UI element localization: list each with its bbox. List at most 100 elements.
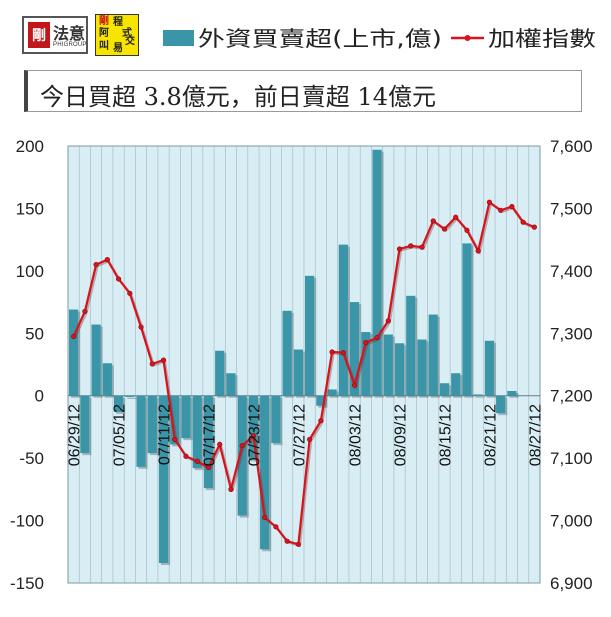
left-tick-label: 0 bbox=[35, 387, 44, 406]
bar bbox=[170, 395, 180, 445]
index-point bbox=[239, 443, 245, 449]
logo-b-char: 阿 bbox=[99, 28, 109, 39]
index-point bbox=[250, 433, 257, 439]
left-tick-label: -50 bbox=[19, 449, 44, 468]
legend: 外資買賣超(上市,億) 加權指數 bbox=[163, 27, 596, 51]
x-tick-label: 07/27/12 bbox=[291, 404, 308, 466]
legend-line-dot bbox=[464, 35, 471, 41]
index-point bbox=[295, 541, 301, 547]
bar bbox=[417, 339, 427, 396]
index-point bbox=[340, 350, 346, 356]
bar bbox=[102, 363, 112, 396]
bar bbox=[316, 395, 326, 406]
logo-b-char: 式 bbox=[122, 28, 132, 39]
index-point bbox=[194, 458, 200, 464]
left-tick-label: 50 bbox=[25, 324, 44, 343]
bar bbox=[80, 395, 90, 454]
x-tick-label: 07/05/12 bbox=[112, 404, 129, 466]
index-point bbox=[453, 214, 459, 220]
bar bbox=[113, 395, 124, 412]
right-tick-label: 7,400 bbox=[550, 262, 593, 281]
x-tick-label: 08/27/12 bbox=[527, 404, 544, 466]
index-point bbox=[520, 219, 526, 225]
summary-banner: 今日買超 3.8億元，前日賣超 14億元 bbox=[24, 70, 582, 112]
bar bbox=[248, 395, 259, 460]
bar bbox=[237, 395, 247, 516]
bar bbox=[215, 350, 225, 396]
left-tick-label: -150 bbox=[10, 574, 44, 593]
bar bbox=[349, 302, 360, 396]
right-tick-label: 7,000 bbox=[550, 512, 593, 531]
index-point bbox=[160, 357, 167, 363]
bar bbox=[158, 395, 169, 564]
logo-b-char: 程 bbox=[113, 17, 123, 28]
index-point bbox=[419, 244, 425, 250]
line-series bbox=[71, 199, 537, 548]
right-tick-label: 7,600 bbox=[550, 137, 593, 156]
bar bbox=[383, 334, 393, 396]
legend-bar-swatch bbox=[163, 30, 194, 46]
index-point bbox=[430, 218, 436, 224]
bar bbox=[507, 390, 517, 396]
index-point bbox=[115, 276, 122, 282]
legend-line-label: 加權指數 bbox=[488, 27, 596, 51]
index-point bbox=[385, 318, 391, 324]
x-tick-label: 07/23/12 bbox=[246, 404, 263, 466]
bar bbox=[147, 395, 157, 454]
bar bbox=[91, 324, 101, 396]
logo-subtitle: PHIGROUP bbox=[53, 42, 87, 48]
index-point bbox=[273, 524, 279, 530]
logo-b-char: 剛 bbox=[99, 16, 109, 27]
logo-b-char: 交 bbox=[125, 36, 135, 47]
index-point bbox=[82, 308, 88, 315]
bar bbox=[406, 295, 416, 396]
bar bbox=[451, 373, 461, 396]
x-axis: 06/29/12 07/05/12 07/11/12 07/17/12 07/23/12… bbox=[67, 404, 545, 466]
bar-shadow bbox=[127, 397, 137, 399]
index-point bbox=[408, 243, 414, 249]
index-point bbox=[183, 453, 189, 459]
right-tick-label: 7,100 bbox=[550, 449, 593, 468]
index-point bbox=[127, 290, 133, 296]
bar bbox=[181, 395, 191, 439]
logo-b-char: 易 bbox=[113, 43, 123, 54]
x-tick-label: 08/15/12 bbox=[437, 404, 454, 466]
logo-seal: 剛 bbox=[28, 22, 50, 48]
x-tick-label: 07/17/12 bbox=[201, 404, 218, 466]
index-point bbox=[329, 349, 335, 355]
bar bbox=[327, 389, 337, 396]
index-point bbox=[138, 324, 144, 330]
bar bbox=[484, 340, 495, 396]
gridlines bbox=[68, 146, 540, 583]
left-tick-label: 200 bbox=[16, 137, 44, 156]
right-axis: 7,600 7,500 7,400 7,300 7,200 7,100 7,000 6,900 bbox=[550, 137, 593, 593]
index-point bbox=[104, 257, 110, 263]
bar-series bbox=[69, 149, 519, 566]
bar bbox=[271, 395, 281, 444]
index-point bbox=[284, 538, 290, 544]
index-point bbox=[228, 486, 234, 492]
index-point bbox=[531, 224, 537, 230]
bar bbox=[305, 275, 315, 396]
index-point bbox=[262, 514, 268, 521]
index-point bbox=[93, 262, 99, 268]
right-tick-label: 7,200 bbox=[550, 387, 593, 406]
bar bbox=[192, 395, 202, 469]
index-point bbox=[374, 335, 380, 341]
bar bbox=[338, 244, 348, 396]
index-point bbox=[205, 464, 212, 471]
x-tick-label: 08/21/12 bbox=[482, 404, 499, 466]
bar bbox=[203, 395, 214, 489]
index-line bbox=[72, 200, 535, 546]
bar-shadow bbox=[475, 396, 485, 398]
index-point bbox=[71, 333, 77, 340]
bar bbox=[439, 383, 450, 396]
bar bbox=[69, 309, 79, 396]
index-point bbox=[217, 441, 223, 448]
index-point bbox=[475, 248, 481, 254]
phigroup-logo: 剛 法意 PHIGROUP bbox=[22, 16, 88, 54]
index-point bbox=[318, 418, 324, 424]
index-point bbox=[498, 207, 504, 213]
index-point bbox=[351, 382, 358, 388]
